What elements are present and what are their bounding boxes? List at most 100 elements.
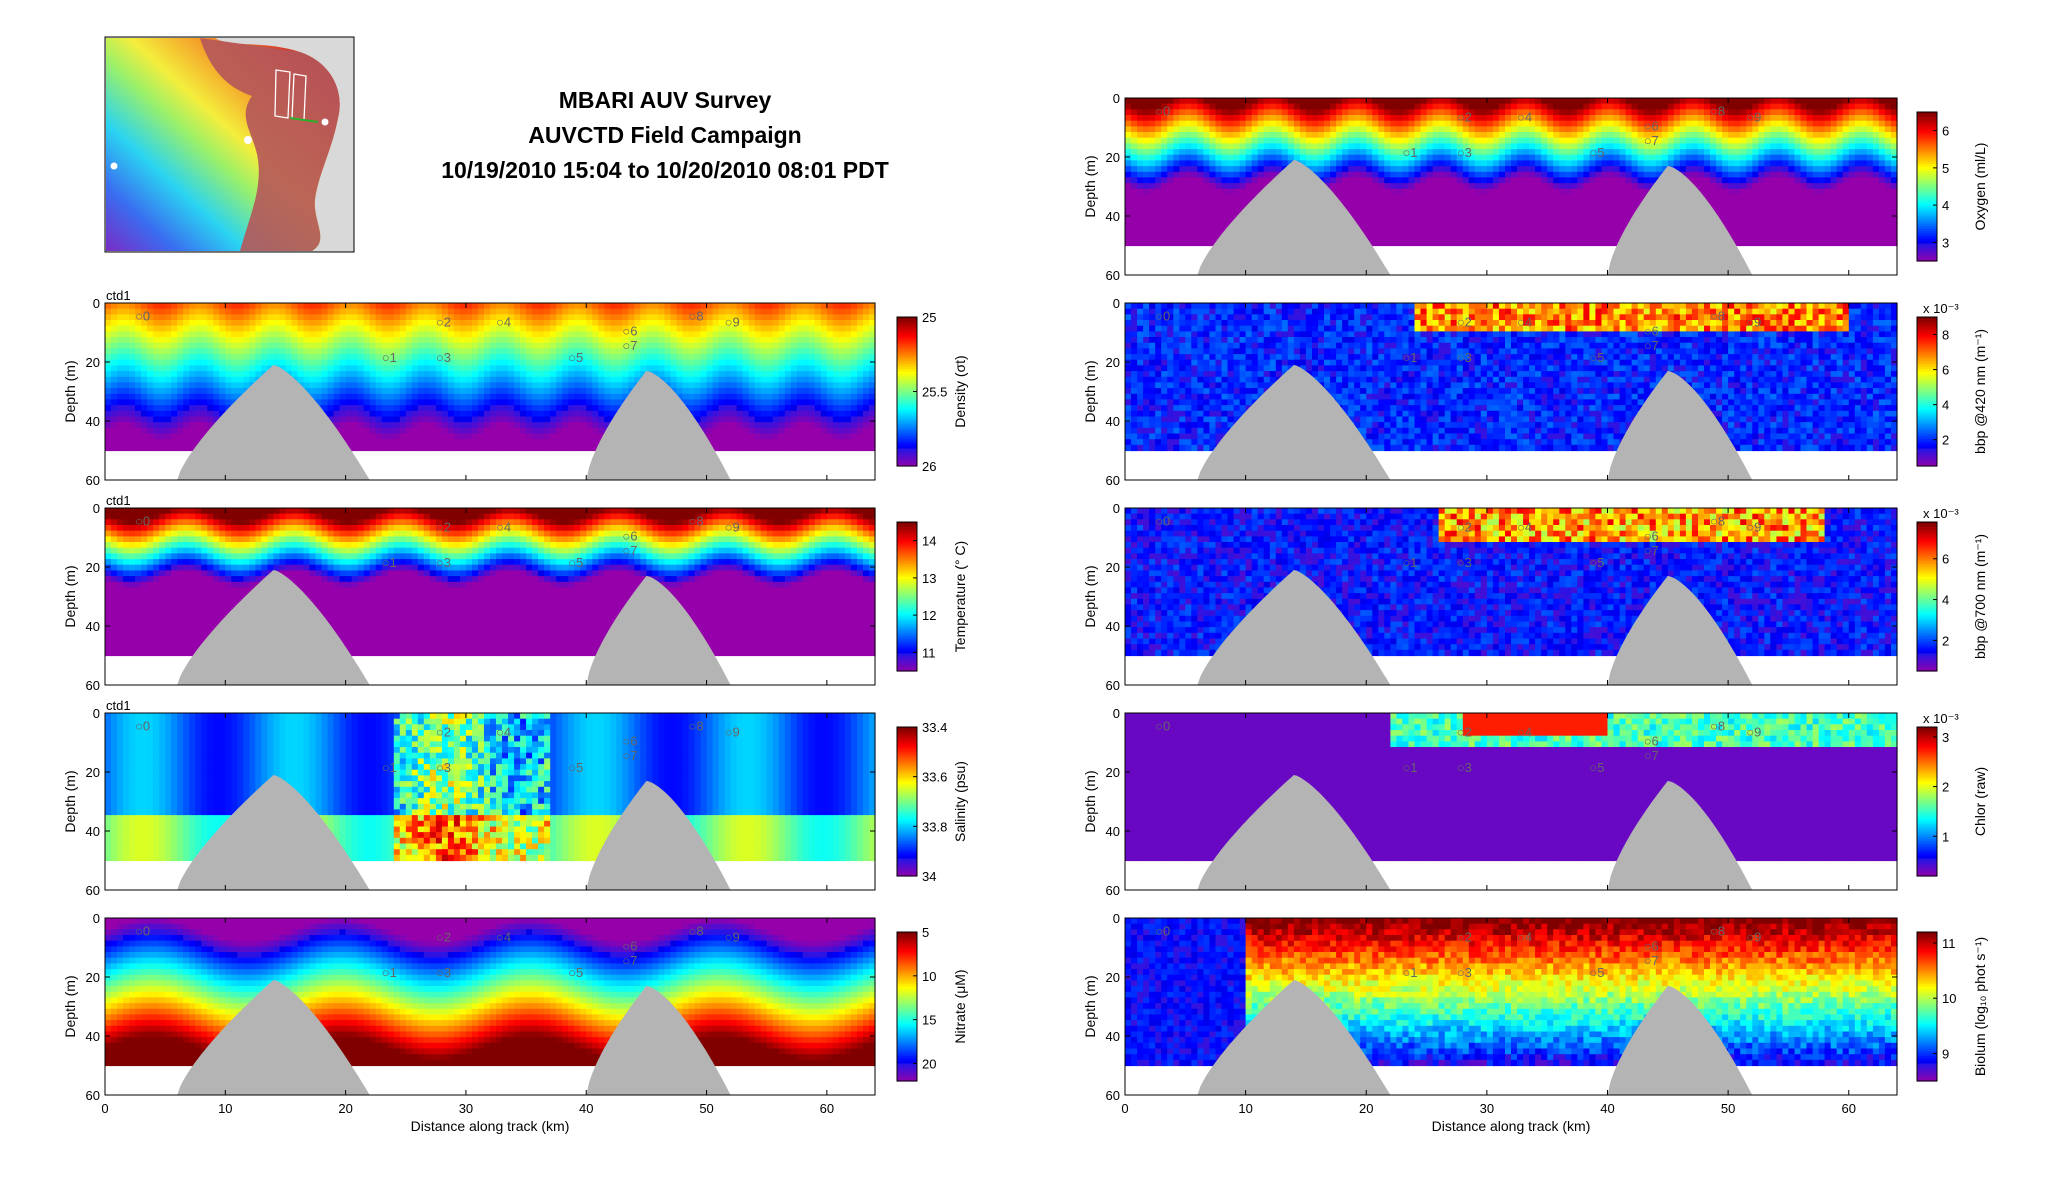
heat-cell [231, 548, 238, 554]
heat-cell [484, 434, 491, 440]
heat-cell [147, 365, 154, 371]
heat-cell [316, 388, 323, 394]
heat-cell [412, 508, 419, 514]
heat-cell [677, 371, 684, 377]
heat-cell [430, 303, 437, 309]
heat-cell [580, 445, 587, 451]
heat-cell [286, 531, 293, 537]
heat-cell [496, 371, 503, 377]
heat-cell [376, 542, 383, 548]
heat-cell [129, 553, 136, 559]
heat-cell [490, 394, 497, 400]
heat-cell [231, 519, 238, 525]
heat-cell [442, 593, 449, 599]
heat-cell [159, 399, 166, 405]
heat-cell [677, 348, 684, 354]
heat-cell [815, 326, 822, 332]
heat-cell [430, 622, 437, 628]
heat-cell [201, 508, 208, 514]
heat-cell [237, 570, 244, 576]
heat-cell [743, 343, 750, 349]
heat-cell [316, 314, 323, 320]
heat-cell [779, 434, 786, 440]
heat-cell [478, 382, 485, 388]
heat-cell [255, 525, 262, 531]
heat-cell [159, 542, 166, 548]
heat-cell [117, 542, 124, 548]
heat-cell [340, 610, 347, 616]
heat-cell [430, 343, 437, 349]
heat-cell [544, 382, 551, 388]
heat-cell [364, 439, 371, 445]
heat-cell [424, 382, 431, 388]
heat-cell [761, 422, 768, 428]
heat-cell [298, 360, 305, 366]
heat-cell [286, 548, 293, 554]
heat-cell [454, 303, 461, 309]
heat-cell [382, 542, 389, 548]
heat-cell [508, 360, 515, 366]
heat-cell [460, 320, 467, 326]
heat-cell [334, 303, 341, 309]
heat-cell [352, 439, 359, 445]
heat-cell [791, 399, 798, 405]
heat-cell [707, 343, 714, 349]
heat-cell [382, 599, 389, 605]
heat-cell [430, 382, 437, 388]
heat-cell [117, 417, 124, 423]
heat-cell [376, 508, 383, 514]
heat-cell [707, 422, 714, 428]
heat-cell [219, 326, 226, 332]
heat-cell [827, 314, 834, 320]
heat-cell [352, 531, 359, 537]
heat-cell [683, 331, 690, 337]
heat-cell [544, 354, 551, 360]
heat-cell [304, 570, 311, 576]
heat-cell [562, 394, 569, 400]
heat-cell [677, 388, 684, 394]
heat-cell [472, 337, 479, 343]
heat-cell [616, 354, 623, 360]
heat-cell [328, 365, 335, 371]
heat-cell [255, 542, 262, 548]
heat-cell [165, 365, 172, 371]
heat-cell [304, 309, 311, 315]
heat-cell [117, 405, 124, 411]
heat-cell [400, 514, 407, 520]
heat-cell [117, 604, 124, 610]
heat-cell [123, 616, 130, 622]
heat-cell [358, 587, 365, 593]
heat-cell [280, 337, 287, 343]
heat-cell [839, 388, 846, 394]
heat-cell [424, 405, 431, 411]
heat-cell [225, 508, 232, 514]
heat-cell [207, 536, 214, 542]
heat-cell [851, 337, 858, 343]
heat-cell [785, 399, 792, 405]
heat-cell [201, 531, 208, 537]
heat-cell [586, 309, 593, 315]
heat-cell [436, 337, 443, 343]
heat-cell [646, 365, 653, 371]
heat-cell [418, 388, 425, 394]
heat-cell [454, 434, 461, 440]
heat-cell [460, 354, 467, 360]
heat-cell [827, 399, 834, 405]
heat-cell [592, 343, 599, 349]
heat-cell [165, 548, 172, 554]
heat-cell [550, 365, 557, 371]
heat-cell [346, 303, 353, 309]
heat-cell [322, 326, 329, 332]
heat-cell [189, 343, 196, 349]
heat-cell [767, 428, 774, 434]
heat-cell [195, 337, 202, 343]
heat-cell [346, 388, 353, 394]
heat-cell [424, 650, 431, 656]
heat-cell [153, 650, 160, 656]
heat-cell [652, 343, 659, 349]
heat-cell [171, 536, 178, 542]
heat-cell [388, 514, 395, 520]
heat-cell [424, 365, 431, 371]
heat-cell [538, 377, 545, 383]
heat-cell [388, 542, 395, 548]
